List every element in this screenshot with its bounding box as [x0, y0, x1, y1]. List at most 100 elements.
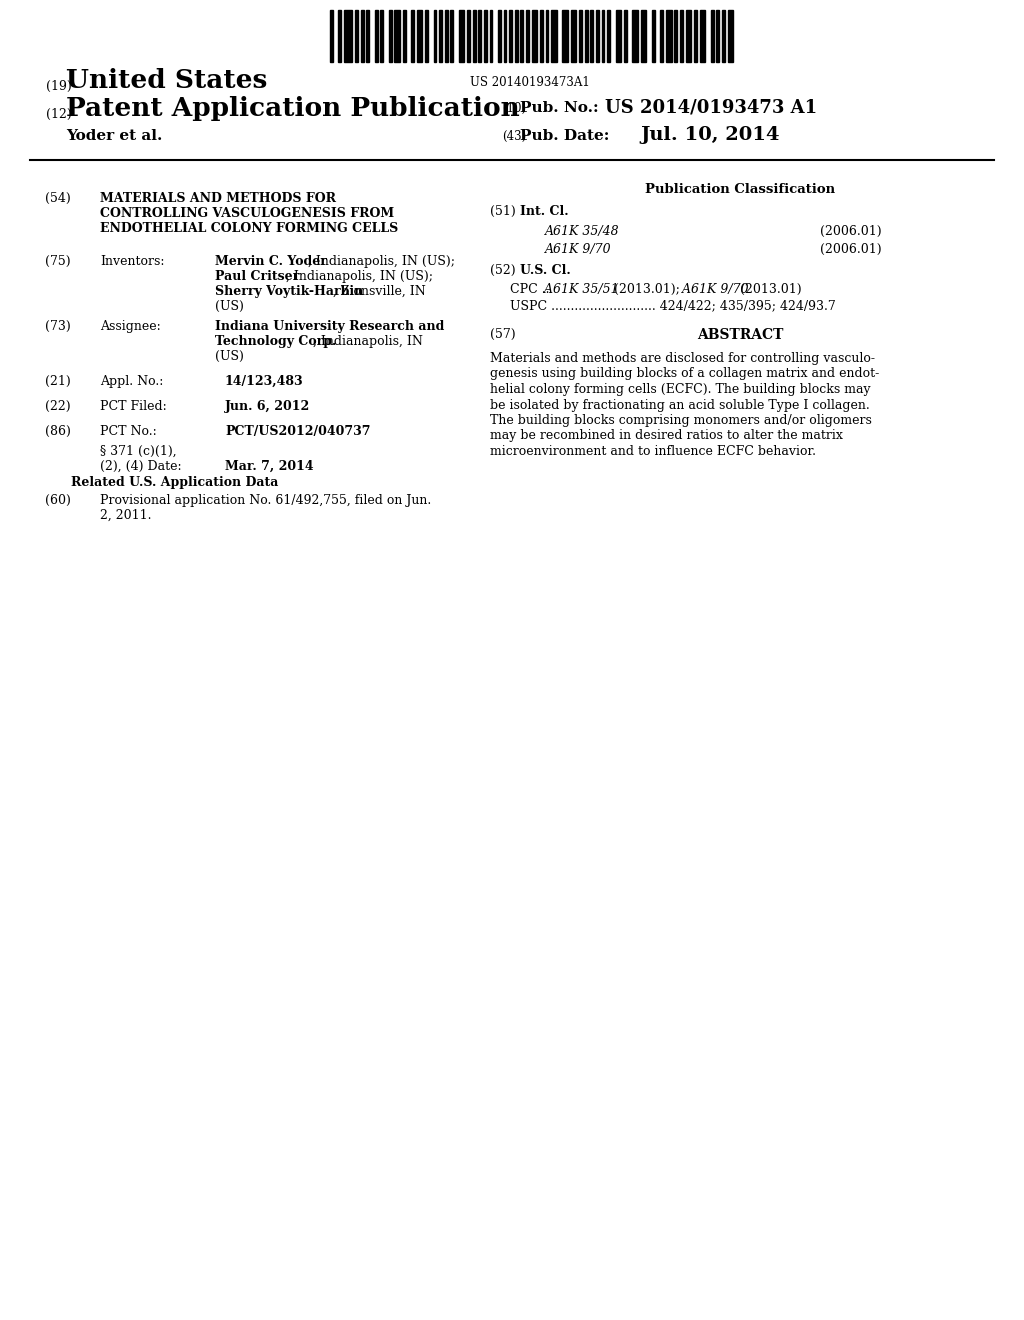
Bar: [504, 11, 507, 62]
Text: (2013.01);: (2013.01);: [610, 282, 680, 296]
Text: CONTROLLING VASCULOGENESIS FROM: CONTROLLING VASCULOGENESIS FROM: [100, 207, 394, 220]
Bar: [330, 11, 333, 62]
Text: (73): (73): [45, 319, 71, 333]
Text: A61K 9/70: A61K 9/70: [545, 243, 611, 256]
Text: (60): (60): [45, 494, 71, 507]
Text: Inventors:: Inventors:: [100, 255, 165, 268]
Text: (US): (US): [215, 350, 244, 363]
Text: A61K 35/48: A61K 35/48: [545, 224, 620, 238]
Text: Patent Application Publication: Patent Application Publication: [66, 96, 520, 121]
Text: Pub. No.:: Pub. No.:: [520, 102, 599, 115]
Bar: [641, 11, 646, 62]
Text: Jul. 10, 2014: Jul. 10, 2014: [640, 125, 779, 144]
Bar: [585, 11, 588, 62]
Text: MATERIALS AND METHODS FOR: MATERIALS AND METHODS FOR: [100, 191, 336, 205]
Bar: [478, 11, 481, 62]
Bar: [344, 11, 352, 62]
Bar: [375, 11, 378, 62]
Text: Int. Cl.: Int. Cl.: [520, 205, 568, 218]
Text: (2006.01): (2006.01): [820, 243, 882, 256]
Bar: [467, 11, 470, 62]
Bar: [711, 11, 714, 62]
Bar: [728, 11, 733, 62]
Bar: [338, 11, 341, 62]
Bar: [355, 11, 358, 62]
Bar: [686, 11, 691, 62]
Bar: [562, 11, 568, 62]
Bar: [551, 11, 557, 62]
Text: ENDOTHELIAL COLONY FORMING CELLS: ENDOTHELIAL COLONY FORMING CELLS: [100, 222, 398, 235]
Bar: [425, 11, 428, 62]
Bar: [380, 11, 383, 62]
Text: Publication Classification: Publication Classification: [645, 183, 835, 195]
Text: (51): (51): [490, 205, 516, 218]
Bar: [444, 11, 447, 62]
Bar: [570, 11, 577, 62]
Bar: [699, 11, 706, 62]
Bar: [489, 11, 493, 62]
Bar: [520, 11, 523, 62]
Text: (US): (US): [215, 300, 244, 313]
Bar: [615, 11, 622, 62]
Bar: [580, 11, 582, 62]
Text: Paul Critser: Paul Critser: [215, 271, 299, 282]
Text: (19): (19): [46, 81, 72, 92]
Bar: [473, 11, 475, 62]
Text: Yoder et al.: Yoder et al.: [66, 129, 163, 143]
Text: Mervin C. Yoder: Mervin C. Yoder: [215, 255, 327, 268]
Text: helial colony forming cells (ECFC). The building blocks may: helial colony forming cells (ECFC). The …: [490, 383, 870, 396]
Bar: [459, 11, 465, 62]
Text: A61K 9/70: A61K 9/70: [678, 282, 749, 296]
Text: (86): (86): [45, 425, 71, 438]
Bar: [652, 11, 654, 62]
Text: § 371 (c)(1),: § 371 (c)(1),: [100, 445, 176, 458]
Text: 14/123,483: 14/123,483: [225, 375, 304, 388]
Bar: [412, 11, 414, 62]
Text: 2, 2011.: 2, 2011.: [100, 510, 152, 521]
Text: , Zionsville, IN: , Zionsville, IN: [333, 285, 426, 298]
Text: (54): (54): [45, 191, 71, 205]
Text: (2013.01): (2013.01): [736, 282, 802, 296]
Text: PCT Filed:: PCT Filed:: [100, 400, 167, 413]
Text: (12): (12): [46, 108, 72, 121]
Bar: [666, 11, 672, 62]
Bar: [498, 11, 501, 62]
Bar: [591, 11, 593, 62]
Text: A61K 35/51: A61K 35/51: [540, 282, 618, 296]
Text: (10): (10): [502, 102, 526, 115]
Text: Provisional application No. 61/492,755, filed on Jun.: Provisional application No. 61/492,755, …: [100, 494, 431, 507]
Bar: [360, 11, 364, 62]
Text: Indiana University Research and: Indiana University Research and: [215, 319, 444, 333]
Bar: [394, 11, 400, 62]
Text: PCT No.:: PCT No.:: [100, 425, 157, 438]
Text: (57): (57): [490, 327, 516, 341]
Bar: [694, 11, 696, 62]
Bar: [367, 11, 370, 62]
Text: be isolated by fractionating an acid soluble Type I collagen.: be isolated by fractionating an acid sol…: [490, 399, 869, 412]
Text: , Indianapolis, IN (US);: , Indianapolis, IN (US);: [286, 271, 433, 282]
Text: The building blocks comprising monomers and/or oligomers: The building blocks comprising monomers …: [490, 414, 871, 426]
Text: United States: United States: [66, 69, 267, 92]
Bar: [596, 11, 599, 62]
Bar: [484, 11, 486, 62]
Text: Mar. 7, 2014: Mar. 7, 2014: [225, 459, 313, 473]
Bar: [509, 11, 512, 62]
Text: genesis using building blocks of a collagen matrix and endot-: genesis using building blocks of a colla…: [490, 367, 880, 380]
Text: Materials and methods are disclosed for controlling vasculo-: Materials and methods are disclosed for …: [490, 352, 874, 366]
Text: Pub. Date:: Pub. Date:: [520, 129, 609, 143]
Bar: [451, 11, 454, 62]
Bar: [417, 11, 423, 62]
Bar: [633, 11, 638, 62]
Text: Jun. 6, 2012: Jun. 6, 2012: [225, 400, 310, 413]
Text: Assignee:: Assignee:: [100, 319, 161, 333]
Text: (75): (75): [45, 255, 71, 268]
Text: may be recombined in desired ratios to alter the matrix: may be recombined in desired ratios to a…: [490, 429, 843, 442]
Text: , Indianapolis, IN: , Indianapolis, IN: [313, 335, 423, 348]
Text: (22): (22): [45, 400, 71, 413]
Text: U.S. Cl.: U.S. Cl.: [520, 264, 570, 277]
Text: Appl. No.:: Appl. No.:: [100, 375, 164, 388]
Text: (43): (43): [502, 129, 526, 143]
Bar: [601, 11, 604, 62]
Text: USPC ........................... 424/422; 435/395; 424/93.7: USPC ........................... 424/422…: [510, 300, 836, 312]
Bar: [531, 11, 538, 62]
